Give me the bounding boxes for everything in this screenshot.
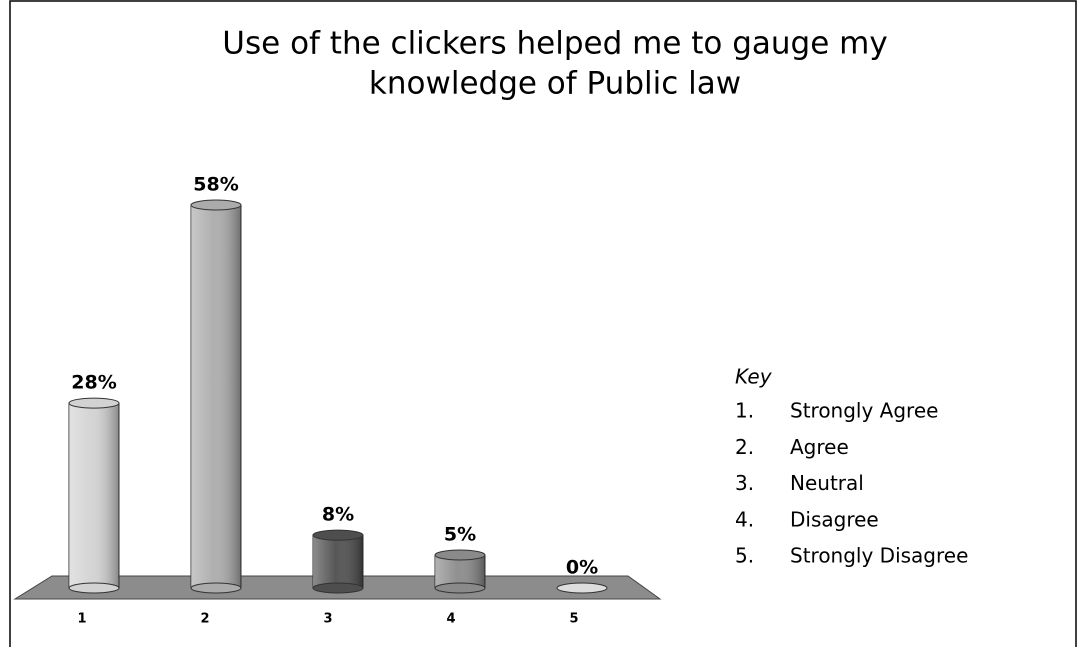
bar (556, 582, 608, 594)
bar-shade (191, 205, 241, 588)
value-label: 28% (71, 372, 116, 394)
bar-shade (313, 535, 363, 588)
bar-shade (435, 554, 485, 588)
bar-base (190, 582, 242, 594)
chart-title: knowledge of Public law (369, 66, 741, 102)
bar-base (434, 582, 486, 594)
key-label: Strongly Agree (790, 399, 938, 423)
bar-top (68, 397, 120, 409)
key-label: Neutral (790, 471, 864, 495)
bar-top (190, 199, 242, 211)
key-number: 2. (735, 435, 754, 459)
key-number: 3. (735, 471, 754, 495)
x-tick-label: 2 (200, 612, 209, 627)
value-label: 8% (322, 504, 354, 526)
value-label: 58% (193, 174, 238, 196)
bar-shade (69, 403, 119, 588)
bar (68, 397, 120, 594)
x-tick-label: 5 (569, 612, 578, 627)
frame (9, 0, 1077, 647)
chart-title: Use of the clickers helped me to gauge m… (222, 26, 887, 62)
value-label: 0% (566, 557, 598, 579)
x-tick-label: 1 (77, 612, 86, 627)
key-label: Agree (790, 435, 849, 459)
key-number: 5. (735, 544, 754, 568)
x-tick-label: 3 (323, 612, 332, 627)
bar (190, 199, 242, 594)
key-title: Key (735, 365, 773, 389)
bar-base (68, 582, 120, 594)
x-tick-label: 4 (446, 612, 455, 627)
bar-top (434, 549, 486, 561)
key-number: 4. (735, 507, 754, 531)
key-number: 1. (735, 399, 754, 423)
bar (434, 549, 486, 594)
key-label: Strongly Disagree (790, 544, 968, 568)
bar-top (312, 529, 364, 541)
bar (312, 529, 364, 594)
value-label: 5% (444, 523, 476, 545)
bar-top (556, 582, 608, 594)
bar-base (312, 582, 364, 594)
key-label: Disagree (790, 507, 879, 531)
